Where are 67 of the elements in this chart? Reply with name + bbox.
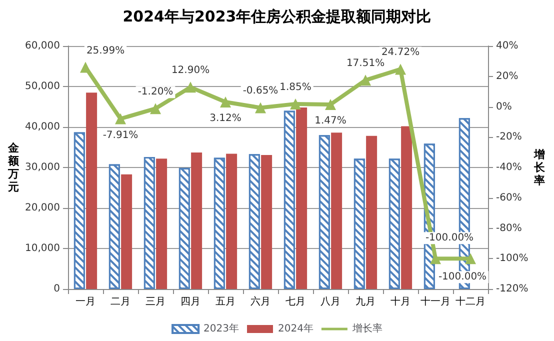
x-tick-label: 十一月 — [420, 296, 450, 308]
point — [360, 74, 371, 86]
bar — [191, 152, 202, 289]
x-tick-label: 八月 — [320, 296, 340, 308]
x-tick-label: 二月 — [110, 296, 130, 308]
y2-tick-label: -20% — [496, 132, 522, 143]
y2-tick-label: 0% — [496, 101, 512, 112]
bar — [296, 108, 308, 289]
bar — [366, 136, 378, 289]
x-tick-label: 十二月 — [456, 296, 486, 308]
x-tick-label: 十月 — [390, 296, 410, 308]
bar — [331, 132, 342, 289]
bar — [86, 92, 98, 289]
bar — [401, 126, 412, 289]
x-tick-label: 四月 — [180, 296, 200, 308]
y-tick-label: 10,000 — [25, 243, 60, 254]
x-tick-label: 九月 — [356, 296, 376, 308]
data-label: 17.51% — [346, 58, 385, 70]
data-label: 1.85% — [280, 82, 312, 93]
data-label: -0.65% — [242, 86, 278, 97]
data-label: 1.47% — [314, 116, 346, 127]
y2-tick-label: 40% — [496, 40, 518, 52]
x-tick-label: 七月 — [286, 296, 306, 308]
y2-axis-title: 增长率 — [533, 148, 546, 187]
point — [290, 98, 301, 110]
legend-label: 2023年 — [204, 322, 240, 334]
bar — [121, 174, 132, 289]
data-label: 12.90% — [171, 65, 210, 76]
data-label: -100.00% — [425, 232, 474, 244]
point — [255, 102, 266, 114]
point — [465, 253, 476, 264]
point — [325, 99, 336, 110]
point — [115, 113, 126, 124]
y-tick-label: 60,000 — [25, 40, 60, 52]
y-axis-title: 金额万元 — [7, 142, 20, 194]
point — [150, 103, 161, 114]
y-tick-label: 40,000 — [25, 122, 60, 132]
x-tick-label: 三月 — [146, 296, 166, 308]
y2-tick-label: -100% — [496, 253, 528, 264]
data-label: -7.91% — [102, 130, 138, 141]
y-tick-label: 20,000 — [25, 202, 60, 214]
bar — [156, 158, 168, 289]
data-label: 3.12% — [210, 113, 242, 124]
x-tick-label: 一月 — [76, 296, 96, 308]
y-tick-label: 0 — [54, 284, 60, 294]
point — [80, 62, 91, 73]
y2-tick-label: -120% — [496, 284, 528, 294]
point — [185, 82, 196, 93]
y2-tick-label: -80% — [496, 222, 522, 234]
legend-label: 2024年 — [278, 322, 314, 334]
legend-label: 增长率 — [351, 322, 382, 334]
point — [220, 96, 231, 108]
y2-tick-label: -40% — [496, 162, 522, 173]
data-label: -100.00% — [438, 272, 487, 283]
point — [395, 64, 406, 75]
y-tick-label: 50,000 — [25, 81, 60, 92]
bar — [226, 154, 238, 289]
data-label: 25.99% — [86, 45, 125, 56]
y2-tick-label: -60% — [496, 192, 522, 204]
data-label: 24.72% — [381, 47, 420, 58]
x-tick-label: 五月 — [216, 296, 236, 308]
x-tick-label: 六月 — [250, 296, 270, 308]
data-label: -1.20% — [138, 86, 174, 98]
y-tick-label: 30,000 — [25, 162, 60, 173]
y2-tick-label: 20% — [496, 70, 518, 82]
chart-title: 2024年与2023年住房公积金提取额同期对比 — [122, 8, 432, 26]
bar — [261, 154, 272, 289]
